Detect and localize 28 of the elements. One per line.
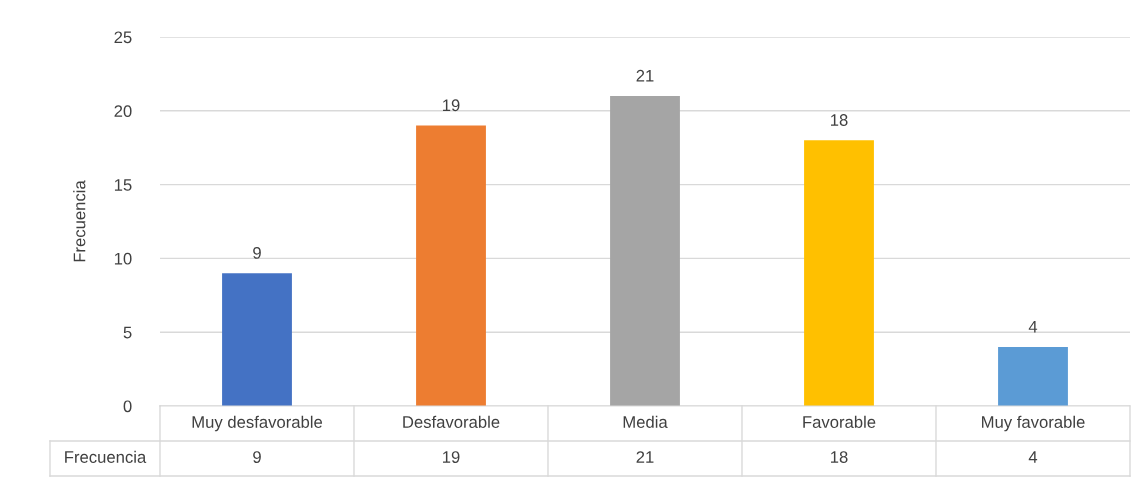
x-tick-label: Favorable — [803, 415, 876, 428]
text: 4 — [1028, 451, 1038, 463]
x-tick-label: Muy desfavorable — [192, 415, 323, 432]
y-tick-label: 25 — [114, 31, 132, 44]
x-tick-label: Muy favorable — [982, 415, 1085, 432]
data-label: 4 — [1028, 320, 1038, 333]
data-label: 19 — [443, 99, 460, 112]
bar — [804, 140, 874, 406]
text: 9 — [253, 451, 261, 463]
text: Frecuencia — [65, 450, 147, 463]
text: 21 — [636, 451, 654, 463]
data-label: 21 — [636, 69, 654, 82]
bar — [222, 273, 292, 406]
x-tick-label: Desfavorable — [403, 415, 500, 428]
y-tick-label: 5 — [123, 326, 132, 339]
y-tick-label: 15 — [114, 179, 132, 191]
y-axis-title: Frecuencia — [73, 180, 86, 262]
bar — [610, 96, 680, 406]
data-label: 18 — [831, 114, 848, 126]
y-tick-label: 0 — [123, 400, 132, 413]
y-tick-label: 10 — [114, 252, 132, 265]
x-tick-label: Media — [623, 415, 668, 428]
data-label: 9 — [253, 246, 261, 259]
bar — [998, 346, 1068, 406]
text: 18 — [831, 451, 848, 463]
y-tick-label: 20 — [114, 105, 132, 117]
bar — [416, 125, 486, 406]
text: 19 — [443, 451, 460, 463]
